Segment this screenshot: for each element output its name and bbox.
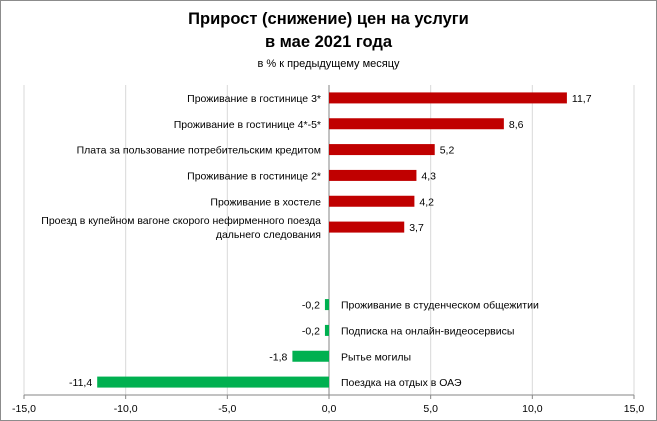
x-tick-label: -10,0 <box>114 403 138 415</box>
category-label: Проживание в гостинице 3* <box>187 93 321 105</box>
category-label: Плата за пользование потребительским кре… <box>77 145 321 157</box>
data-label: 3,7 <box>409 222 424 234</box>
data-label: 4,3 <box>421 170 436 182</box>
data-label: 4,2 <box>419 196 434 208</box>
category-label: Проживание в студенческом общежитии <box>341 300 539 312</box>
bar <box>329 92 567 104</box>
category-label: Рытье могилы <box>341 351 411 363</box>
bar <box>292 350 329 362</box>
category-label: Проживание в хостеле <box>210 196 321 208</box>
bar <box>324 299 329 311</box>
x-tick-label: -15,0 <box>12 403 36 415</box>
category-label: Поездка на отдых в ОАЭ <box>341 377 462 389</box>
bar <box>97 376 329 388</box>
data-label: 5,2 <box>440 145 455 157</box>
category-label: Подписка на онлайн-видеосервисы <box>341 325 514 337</box>
category-label: Проживание в гостинице 2* <box>187 170 321 182</box>
data-label: -0,2 <box>302 300 320 312</box>
bar <box>329 169 417 181</box>
category-label: Проживание в гостинице 4*-5* <box>174 119 321 131</box>
chart-title-line2: в мае 2021 года <box>264 33 393 51</box>
x-tick-label: 15,0 <box>624 403 645 415</box>
data-label: -11,4 <box>69 377 92 389</box>
bar <box>329 195 415 207</box>
bar <box>329 221 405 233</box>
data-label: -1,8 <box>269 351 287 363</box>
bar <box>329 118 504 130</box>
bar <box>324 324 329 336</box>
data-label: 11,7 <box>572 93 592 105</box>
data-label: 8,6 <box>509 119 524 131</box>
x-tick-label: 5,0 <box>423 403 438 415</box>
bar <box>329 144 435 156</box>
chart-title-line1: Прирост (снижение) цен на услуги <box>188 10 469 28</box>
chart-subtitle: в % к предыдущему месяцу <box>257 58 400 70</box>
data-label: -0,2 <box>302 325 320 337</box>
category-label: Проезд в купейном вагоне скорого нефирме… <box>41 215 321 241</box>
x-tick-label: -5,0 <box>218 403 236 415</box>
x-tick-label: 0,0 <box>322 403 337 415</box>
x-tick-label: 10,0 <box>522 403 543 415</box>
